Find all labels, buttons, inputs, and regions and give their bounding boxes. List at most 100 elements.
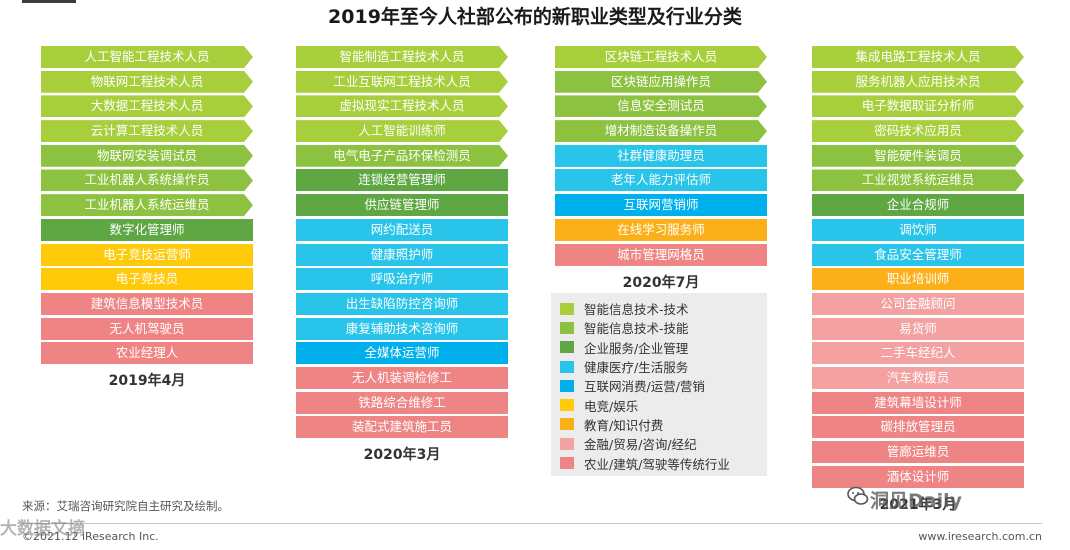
legend-label: 企业服务/企业管理 [584,340,689,356]
occupation-item: 人工智能训练师 [296,120,508,142]
column-date-label: 2020年3月 [363,447,441,464]
watermark-right: 洞见Daily [870,490,963,512]
legend-item: 金融/贸易/咨询/经纪 [551,434,767,453]
legend-item: 农业/建筑/驾驶等传统行业 [551,453,767,472]
legend-label: 金融/贸易/咨询/经纪 [584,437,697,453]
occupation-item: 物联网安装调试员 [41,145,253,167]
occupation-item: 人工智能工程技术人员 [41,46,253,68]
occupation-item: 建筑信息模型技术员 [41,292,253,315]
legend-swatch [560,360,574,373]
occupation-item: 无人机装调检修工 [296,366,508,389]
occupation-item: 电气电子产品环保检测员 [296,145,508,167]
legend-label: 农业/建筑/驾驶等传统行业 [584,456,730,472]
chart-title: 2019年至今人社部公布的新职业类型及行业分类 [328,6,742,28]
occupation-item: 老年人能力评估师 [555,169,767,192]
occupation-item: 数字化管理师 [41,218,253,241]
occupation-item: 农业经理人 [41,342,253,365]
column-2020-jul: 区块链工程技术人员 区块链应用操作员 信息安全测试员 增材制造设备操作员 社群健康助理员… [555,46,767,292]
legend-item: 互联网消费/运营/营销 [551,376,767,395]
occupation-item: 信息安全测试员 [555,95,767,117]
legend: 智能信息技术-技术 智能信息技术-技能 企业服务/企业管理 健康医疗/生活服务 互联网消… [551,293,767,476]
occupation-item: 呼吸治疗师 [296,268,508,291]
legend-item: 企业服务/企业管理 [551,338,767,357]
occupation-item: 出生缺陷防控咨询师 [296,292,508,315]
occupation-item: 连锁经营管理师 [296,169,508,192]
occupation-item: 汽车救援员 [812,366,1024,389]
occupation-item: 社群健康助理员 [555,144,767,167]
wechat-icon [847,486,869,505]
column-2020-mar: 智能制造工程技术人员 工业互联网工程技术人员 虚拟现实工程技术人员 人工智能训练师 电气… [296,46,508,464]
occupation-item: 工业视觉系统运维员 [812,169,1024,191]
copyright: ©2021.12 iResearch Inc. [22,530,159,543]
occupation-item: 建筑幕墙设计师 [812,391,1024,414]
source-note: 来源：艾瑞咨询研究院自主研究及绘制。 [22,499,229,513]
occupation-item: 虚拟现实工程技术人员 [296,95,508,117]
legend-item: 智能信息技术-技能 [551,318,767,337]
occupation-item: 管廊运维员 [812,441,1024,463]
occupation-item: 工业机器人系统运维员 [41,194,253,216]
occupation-item: 城市管理网格员 [555,243,767,266]
occupation-item: 铁路综合维修工 [296,391,508,414]
legend-label: 健康医疗/生活服务 [584,360,689,376]
occupation-item: 物联网工程技术人员 [41,71,253,93]
occupation-item: 增材制造设备操作员 [555,120,767,142]
occupation-item: 康复辅助技术咨询师 [296,317,508,340]
occupation-item: 企业合规师 [812,194,1024,217]
occupation-item: 电子竞技运营师 [41,243,253,266]
footer-divider [22,523,1042,524]
legend-label: 智能信息技术-技能 [584,321,689,337]
corner-decoration [22,0,76,3]
occupation-item: 酒体设计师 [812,465,1024,488]
legend-label: 电竞/娱乐 [584,398,639,414]
legend-swatch [560,321,574,334]
occupation-item: 职业培训师 [812,268,1024,291]
legend-swatch [560,302,574,315]
occupation-item: 碳排放管理员 [812,416,1024,439]
occupation-item: 易货师 [812,317,1024,340]
legend-swatch [560,379,574,392]
occupation-item: 工业互联网工程技术人员 [296,71,508,93]
legend-swatch [560,341,574,354]
occupation-item: 云计算工程技术人员 [41,120,253,142]
occupation-item: 电子竞技员 [41,268,253,291]
occupation-item: 公司金融顾问 [812,292,1024,315]
occupation-item: 健康照护师 [296,243,508,266]
legend-item: 智能信息技术-技术 [551,299,767,318]
column-2021-mar: 集成电路工程技术人员 服务机器人应用技术员 电子数据取证分析师 密码技术应用员 智能硬件… [812,46,1024,514]
occupation-item: 区块链工程技术人员 [555,46,767,68]
legend-swatch [560,437,574,450]
occupation-item: 电子数据取证分析师 [812,95,1024,117]
legend-label: 互联网消费/运营/营销 [584,379,705,395]
legend-item: 教育/知识付费 [551,415,767,434]
column-date-label: 2019年4月 [108,373,186,390]
legend-swatch [560,418,574,431]
occupation-item: 网约配送员 [296,218,508,241]
legend-label: 智能信息技术-技术 [584,302,689,318]
occupation-item: 全媒体运营师 [296,342,508,365]
occupation-item: 服务机器人应用技术员 [812,71,1024,93]
legend-item: 电竞/娱乐 [551,395,767,414]
occupation-item: 工业机器人系统操作员 [41,169,253,191]
occupation-item: 智能硬件装调员 [812,145,1024,167]
occupation-item: 二手车经纪人 [812,342,1024,365]
site-url: www.iresearch.com.cn [918,530,1042,543]
column-date-label: 2021年3月 [879,496,957,513]
occupation-item: 智能制造工程技术人员 [296,46,508,68]
occupation-item: 无人机驾驶员 [41,317,253,340]
occupation-item: 在线学习服务师 [555,218,767,241]
column-date-label: 2020年7月 [622,274,700,291]
occupation-item: 集成电路工程技术人员 [812,46,1024,68]
watermark-left: 大数据文摘 [0,519,85,539]
column-2019-apr: 人工智能工程技术人员 物联网工程技术人员 大数据工程技术人员 云计算工程技术人员 物联网… [41,46,253,390]
occupation-item: 装配式建筑施工员 [296,416,508,439]
legend-swatch [560,399,574,412]
occupation-item: 调饮师 [812,218,1024,241]
occupation-item: 大数据工程技术人员 [41,95,253,117]
occupation-item: 食品安全管理师 [812,243,1024,266]
occupation-item: 供应链管理师 [296,194,508,217]
legend-item: 健康医疗/生活服务 [551,357,767,376]
legend-swatch [560,457,574,470]
occupation-item: 区块链应用操作员 [555,71,767,93]
occupation-item: 密码技术应用员 [812,120,1024,142]
occupation-item: 互联网营销师 [555,194,767,217]
